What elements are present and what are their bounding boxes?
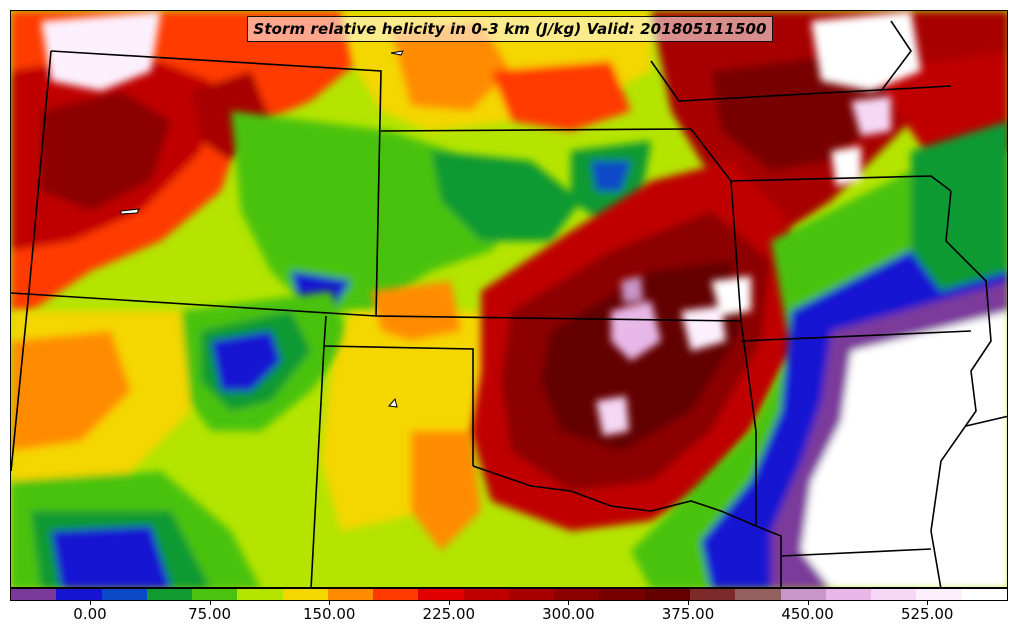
colorbar-tick [688,601,689,605]
colorbar-segment [871,589,917,600]
colorbar-segment [735,589,781,600]
colorbar-segment [554,589,600,600]
state-boundaries [11,20,1007,587]
colorbar-tick-label: 525.00 [900,605,954,623]
colorbar-tick [90,601,91,605]
colorbar-segment [192,589,238,600]
colorbar-segment [508,589,555,600]
field-highs [41,11,921,436]
colorbar-tick-label: 0.00 [73,605,107,623]
colorbar-tick [568,601,570,605]
colorbar [10,588,1008,601]
colorbar-segment [599,589,645,600]
colorbar-tick-label: 150.00 [302,605,356,623]
colorbar-tick [209,601,211,605]
colorbar-segment [916,589,962,600]
colorbar-tick [807,601,809,605]
colorbar-tick-label: 225.00 [422,605,476,623]
helicity-map: Storm relative helicity in 0-3 km (J/kg)… [10,10,1008,588]
colorbar-tick [927,601,929,605]
colorbar-segment [56,589,102,600]
colorbar-segment [146,589,193,600]
colorbar-segment [373,589,419,600]
colorbar-segment [825,589,872,600]
colorbar-segment [418,589,464,600]
colorbar-ticks: 0.00 75.00 150.00 225.00 300.00 375.00 450.00 5… [10,601,1008,629]
colorbar-tick-label: 375.00 [661,605,715,623]
colorbar-segment [327,589,374,600]
colorbar-tick-label: 300.00 [542,605,595,623]
colorbar-segment [689,589,736,600]
colorbar-segment [11,589,57,600]
colorbar-segment [961,589,1007,600]
colorbar-segment [101,589,147,600]
colorbar-segment [237,589,283,600]
colorbar-segment [463,589,509,600]
helicity-field [11,11,1007,587]
colorbar-segment [282,589,328,600]
colorbar-tick [448,601,450,605]
colorbar-tick [329,601,331,605]
colorbar-tick-label: 75.00 [188,605,232,623]
colorbar-segment [644,589,690,600]
lakes [120,50,404,408]
map-title: Storm relative helicity in 0-3 km (J/kg)… [247,16,773,42]
colorbar-tick-label: 450.00 [781,605,834,623]
colorbar-segment [780,589,826,600]
